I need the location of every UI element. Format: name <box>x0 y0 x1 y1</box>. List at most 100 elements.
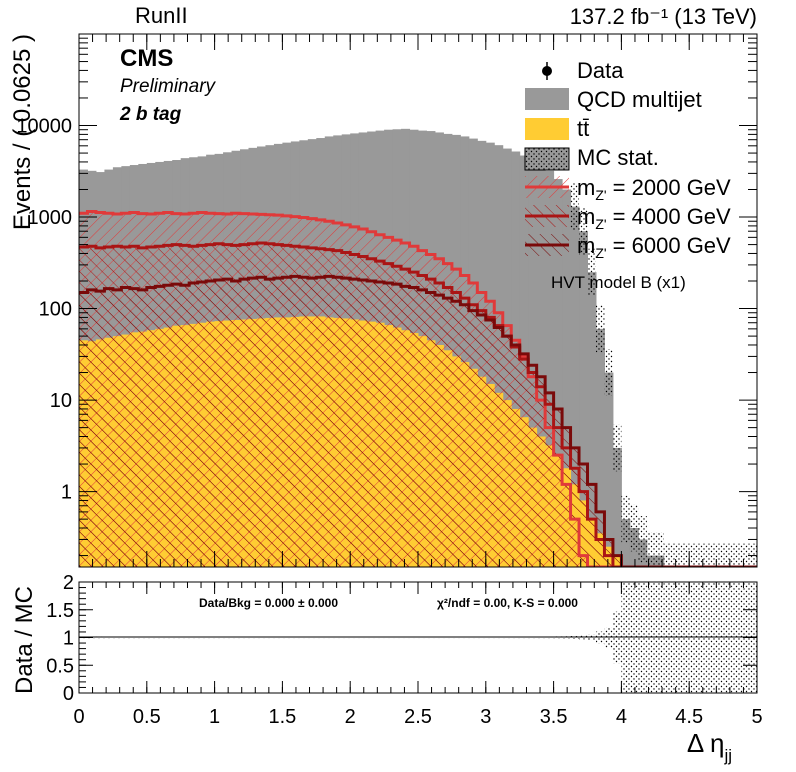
mcstat-band <box>731 543 741 567</box>
x-tick-label: 5 <box>751 706 762 728</box>
ratio-band-bin <box>638 582 647 693</box>
ratio-band-bin <box>663 582 673 693</box>
x-axis-title: Δ ηjj <box>687 728 732 765</box>
ratio-band-bin <box>706 582 715 693</box>
qcd-bar <box>536 165 546 567</box>
mcstat-band <box>604 349 613 396</box>
ratio-band-bin <box>723 582 732 693</box>
y-tick-label: 10 <box>50 390 72 412</box>
qcd-bar <box>595 328 605 567</box>
legend-entry-sig4000: mZ' = 4000 GeV <box>525 204 731 232</box>
ratio-band-bin <box>646 582 656 693</box>
run-label: RunII <box>135 3 188 28</box>
sig6000-hatch <box>79 276 757 567</box>
mcstat-band <box>740 543 749 567</box>
ratio-y-tick-label: 0 <box>63 683 74 705</box>
qcd-bar <box>528 159 538 567</box>
ratio-band-bin <box>697 582 707 693</box>
x-tick-label: 4.5 <box>675 706 703 728</box>
qcd-bar <box>570 206 580 567</box>
ratio-y-tick-label: 2 <box>63 572 74 594</box>
qcd-bar <box>621 519 631 567</box>
legend-label-qcd: QCD multijet <box>577 87 702 112</box>
legend-entry-data: Data <box>542 58 624 83</box>
mcstat-band <box>680 543 690 567</box>
x-tick-label: 1 <box>209 706 220 728</box>
legend-label-sig4000: mZ' = 4000 GeV <box>577 204 731 232</box>
ratio-y-tick-label: 1 <box>63 628 74 650</box>
y-tick-label: 100 <box>39 299 72 321</box>
x-tick-label: 1.5 <box>268 706 296 728</box>
ratio-band-bin <box>714 582 724 693</box>
qcd-bar <box>579 231 588 567</box>
x-tick-label: 3 <box>480 706 491 728</box>
ratio-band-bin <box>740 582 749 693</box>
mcstat-band <box>697 543 707 567</box>
mcstat-band <box>612 424 622 472</box>
y-axis-title: Events / ( 0.0625 ) <box>9 34 36 230</box>
x-tick-label: 2 <box>345 706 356 728</box>
ratio-y-axis-title: Data / MC <box>11 586 38 694</box>
y-tick-label: 1000 <box>28 207 73 229</box>
legend-label-sig2000: mZ' = 2000 GeV <box>577 175 731 203</box>
mcstat-band <box>638 516 647 563</box>
mcstat-band <box>587 248 596 296</box>
mcstat-band <box>689 543 698 567</box>
sig2000-line <box>79 209 757 567</box>
ttbar-swatch-icon <box>525 118 569 140</box>
ratio-band-bin <box>689 582 698 693</box>
mcstat-band <box>714 543 724 567</box>
legend: Data QCD multijet tt̄ MC stat. mZ' = 200… <box>524 58 731 261</box>
mcstat-band <box>579 207 588 255</box>
legend-label-data: Data <box>577 58 624 83</box>
mcstat-band <box>595 305 605 353</box>
mcstat-band <box>621 495 630 543</box>
qcd-swatch-icon <box>525 88 569 110</box>
signal-lines <box>79 209 757 567</box>
mcstat-band <box>706 543 715 567</box>
cms-label: CMS <box>120 45 173 72</box>
mcstat-band <box>655 532 664 567</box>
legend-entry-mcstat: MC stat. <box>524 145 659 171</box>
x-tick-label: 3.5 <box>540 706 568 728</box>
mcstat-band <box>672 543 681 567</box>
legend-entry-sig2000: mZ' = 2000 GeV <box>525 175 731 203</box>
main-axes: 1 10 100 1000 10000 <box>16 34 758 567</box>
model-note: HVT model B (x1) <box>551 273 686 292</box>
preliminary-label: Preliminary <box>120 76 217 97</box>
qcd-bar <box>604 372 614 567</box>
ratio-y-tick-label: 0.5 <box>46 655 74 677</box>
legend-label-ttbar: tt̄ <box>577 116 589 141</box>
ratio-band-bin <box>672 582 681 693</box>
legend-label-mcstat: MC stat. <box>577 145 659 170</box>
legend-entry-ttbar: tt̄ <box>525 116 589 141</box>
lumi-label: 137.2 fb⁻¹ (13 TeV) <box>570 4 757 29</box>
ratio-y-tick-label: 1.5 <box>46 600 74 622</box>
mcstat-band <box>723 543 732 567</box>
y-tick-label: 10000 <box>16 116 72 138</box>
legend-entry-sig6000: mZ' = 6000 GeV <box>525 233 731 261</box>
x-tick-label: 4 <box>616 706 627 728</box>
category-label: 2 b tag <box>119 104 182 125</box>
ratio-band-bin <box>629 582 639 693</box>
mcstat-band <box>646 532 656 567</box>
ratio-band-bin <box>680 582 690 693</box>
x-tick-label: 2.5 <box>404 706 432 728</box>
main-histogram-area <box>79 128 757 567</box>
ratio-band-bin <box>748 582 757 693</box>
ratio-band-bin <box>655 582 664 693</box>
sig6000-line <box>79 274 757 567</box>
y-tick-label: 1 <box>61 482 72 504</box>
mcstat-band <box>663 543 673 567</box>
legend-entry-qcd: QCD multijet <box>525 87 702 112</box>
ratio-axes: 0 0.5 1 1.5 2 0 0.5 1 1.5 2 2.5 3 3.5 4 4.5 5 <box>46 572 762 728</box>
mcstat-band <box>629 504 639 552</box>
qcd-bar <box>562 189 572 567</box>
sig4000-line <box>79 241 757 567</box>
chi2-ks-text: χ²/ndf = 0.00, K-S = 0.000 <box>437 596 578 610</box>
qcd-bar <box>612 447 622 567</box>
qcd-bar <box>587 272 597 567</box>
x-tick-label: 0.5 <box>133 706 161 728</box>
x-tick-label: 0 <box>73 706 84 728</box>
